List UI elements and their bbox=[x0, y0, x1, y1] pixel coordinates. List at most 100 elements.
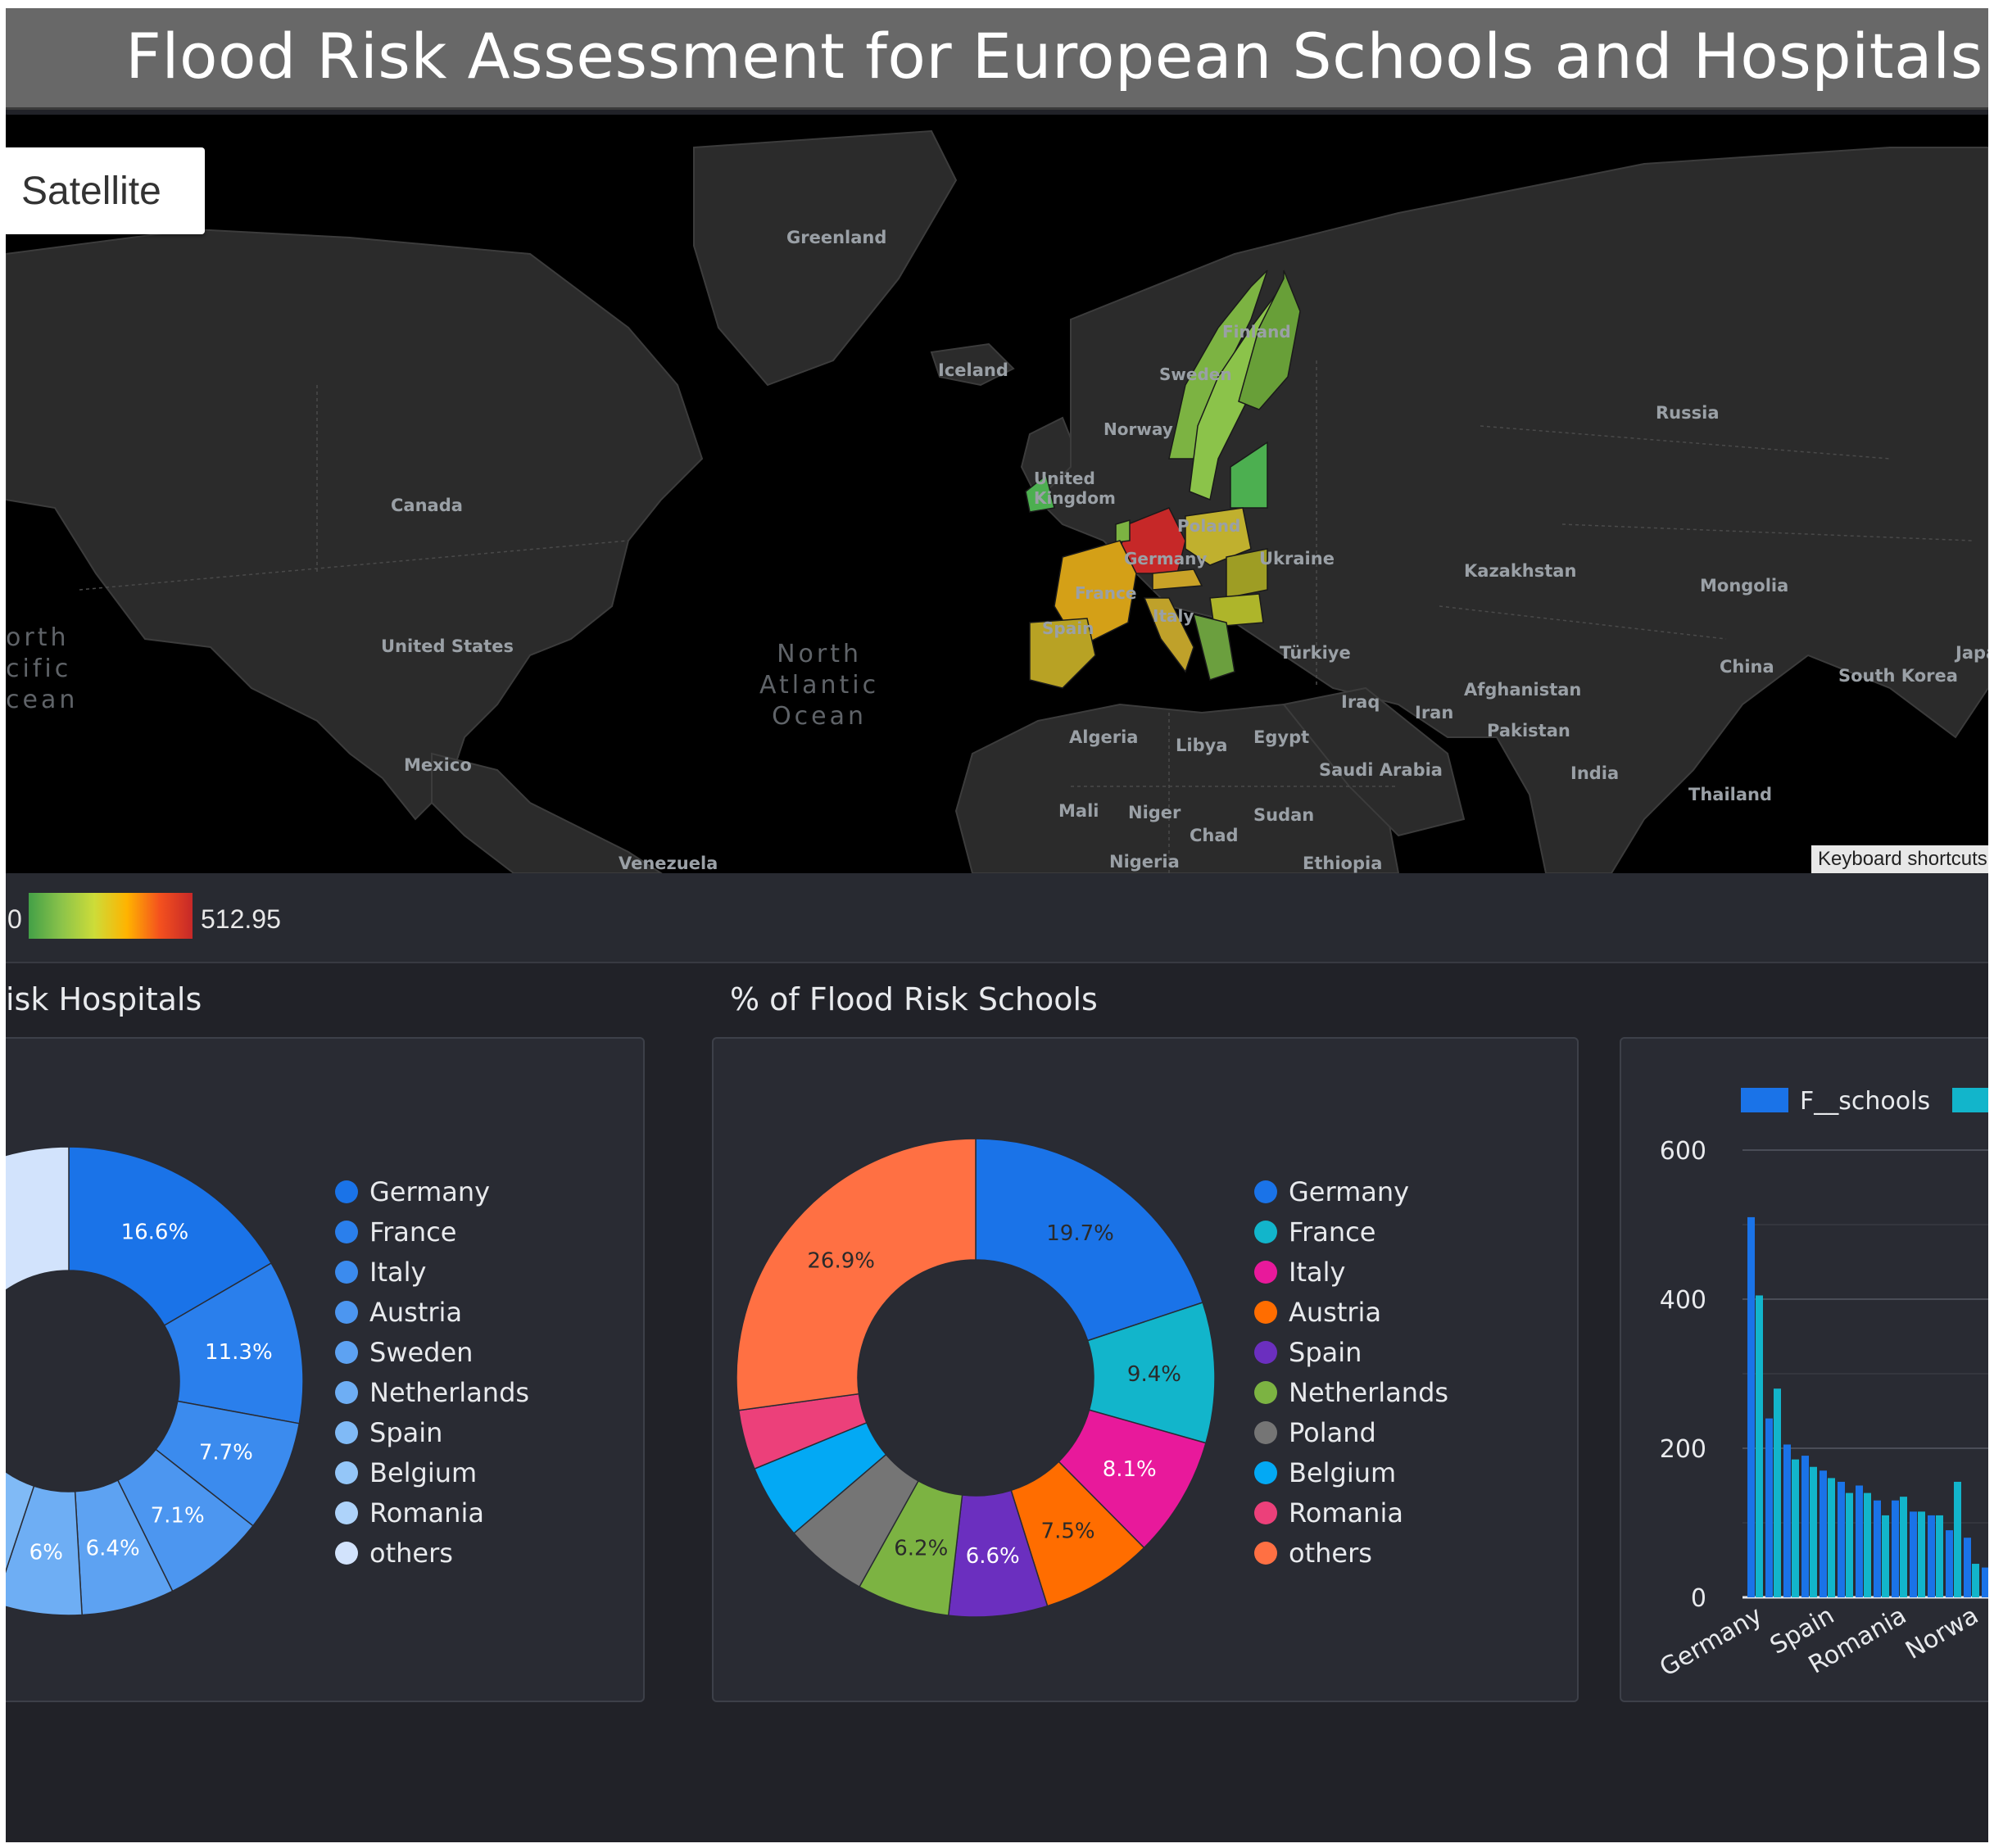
map-label-greenland: Greenland bbox=[786, 228, 887, 247]
hospitals-legend-item[interactable]: Netherlands bbox=[335, 1372, 529, 1412]
hospitals-legend-item[interactable]: Belgium bbox=[335, 1452, 529, 1492]
schools-legend-item[interactable]: Italy bbox=[1254, 1252, 1448, 1292]
legend-label: Romania bbox=[369, 1497, 484, 1529]
hospitals-legend-item[interactable]: Italy bbox=[335, 1252, 529, 1292]
bar-series-2[interactable] bbox=[1900, 1497, 1907, 1597]
color-gradient bbox=[29, 893, 193, 939]
bar-series-2[interactable] bbox=[1774, 1388, 1781, 1597]
legend-label: Germany bbox=[369, 1175, 491, 1207]
bar-F__schools[interactable] bbox=[1982, 1567, 1988, 1597]
bar-series-2[interactable] bbox=[1846, 1492, 1853, 1597]
schools-slice-label: 26.9% bbox=[807, 1249, 875, 1274]
bar-F__schools[interactable] bbox=[1892, 1500, 1899, 1597]
bar-series-2[interactable] bbox=[1756, 1295, 1763, 1597]
map-canvas bbox=[6, 129, 1988, 873]
schools-slice-germany[interactable] bbox=[975, 1138, 1204, 1342]
schools-legend-item[interactable]: others bbox=[1254, 1533, 1448, 1573]
legend-label: Spain bbox=[1289, 1336, 1362, 1368]
map-label-canada: Canada bbox=[391, 496, 463, 515]
dashboard: Flood Risk Assessment for European Schoo… bbox=[6, 8, 1988, 1842]
map-label-kazakhstan: Kazakhstan bbox=[1464, 561, 1577, 581]
schools-legend-item[interactable]: Poland bbox=[1254, 1412, 1448, 1452]
map-label-china: China bbox=[1720, 657, 1774, 677]
bar-series-2[interactable] bbox=[1828, 1478, 1835, 1597]
hospitals-slice-others[interactable] bbox=[6, 1146, 70, 1441]
schools-legend-item[interactable]: Romania bbox=[1254, 1492, 1448, 1533]
schools-slice-others[interactable] bbox=[736, 1138, 977, 1411]
legend-swatch bbox=[335, 1300, 358, 1324]
hospitals-legend-item[interactable]: France bbox=[335, 1212, 529, 1252]
hospitals-legend-item[interactable]: Spain bbox=[335, 1412, 529, 1452]
legend-label: Netherlands bbox=[369, 1376, 530, 1408]
hospitals-legend-item[interactable]: Romania bbox=[335, 1492, 529, 1533]
map-view[interactable]: Greenland Iceland Canada United States M… bbox=[6, 115, 1988, 873]
region-romania bbox=[1209, 593, 1264, 627]
map-label-germany: Germany bbox=[1124, 549, 1208, 568]
map-label-afghanistan: Afghanistan bbox=[1464, 680, 1582, 700]
bar-series-2[interactable] bbox=[1864, 1492, 1871, 1597]
legend-swatch bbox=[335, 1340, 358, 1364]
satellite-button[interactable]: Satellite bbox=[6, 147, 205, 234]
bar-chart-card: 0 200 400 600 Germany Spain Romania Norwa F__sch… bbox=[1620, 1037, 1988, 1702]
legend-label: Italy bbox=[369, 1256, 427, 1288]
hospitals-legend-item[interactable]: Germany bbox=[335, 1171, 529, 1212]
bar-F__schools[interactable] bbox=[1801, 1456, 1809, 1597]
bar-series-2[interactable] bbox=[1954, 1481, 1961, 1597]
bar-F__schools[interactable] bbox=[1838, 1481, 1845, 1597]
schools-legend-item[interactable]: Belgium bbox=[1254, 1452, 1448, 1492]
bar-F__schools[interactable] bbox=[1946, 1530, 1953, 1597]
schools-legend-item[interactable]: Austria bbox=[1254, 1292, 1448, 1332]
hospitals-legend-item[interactable]: others bbox=[335, 1533, 529, 1573]
legend-swatch bbox=[335, 1420, 358, 1444]
keyboard-shortcuts-link[interactable]: Keyboard shortcuts bbox=[1811, 845, 1988, 873]
hospitals-slice-spain[interactable] bbox=[6, 1467, 35, 1604]
legend-swatch bbox=[335, 1220, 358, 1243]
bar-F__schools[interactable] bbox=[1747, 1216, 1755, 1597]
region-balkans bbox=[1192, 613, 1235, 681]
hospitals-slice-france[interactable] bbox=[163, 1261, 304, 1424]
bar-F__schools[interactable] bbox=[1765, 1418, 1773, 1597]
bar-legend-swatch bbox=[1741, 1088, 1788, 1112]
map-label-chad: Chad bbox=[1190, 826, 1239, 845]
legend-swatch bbox=[1254, 1220, 1277, 1243]
schools-chart-card: 19.7% 9.4% 8.1% 7.5% 6.6% 6.2% 26.9% Germany Fr… bbox=[712, 1037, 1579, 1702]
bar-F__schools[interactable] bbox=[1874, 1500, 1881, 1597]
bar-series-2[interactable] bbox=[1882, 1515, 1889, 1597]
schools-panel-title: % of Flood Risk Schools bbox=[730, 981, 1098, 1017]
bar-F__schools[interactable] bbox=[1910, 1511, 1917, 1597]
schools-legend: Germany France Italy Austria Spain Netherland… bbox=[1254, 1171, 1448, 1573]
legend-swatch bbox=[335, 1260, 358, 1284]
schools-legend-item[interactable]: Spain bbox=[1254, 1332, 1448, 1372]
legend-label: Romania bbox=[1289, 1497, 1403, 1529]
hospitals-slice-germany[interactable] bbox=[68, 1146, 273, 1327]
hospitals-slice-netherlands[interactable] bbox=[6, 1485, 83, 1616]
schools-legend-item[interactable]: Germany bbox=[1254, 1171, 1448, 1212]
hospitals-legend-item[interactable]: Austria bbox=[335, 1292, 529, 1332]
schools-slice-label: 6.6% bbox=[966, 1544, 1020, 1569]
schools-legend-item[interactable]: France bbox=[1254, 1212, 1448, 1252]
bar-F__schools[interactable] bbox=[1856, 1485, 1863, 1598]
schools-legend-item[interactable]: Netherlands bbox=[1254, 1372, 1448, 1412]
region-italy bbox=[1143, 597, 1194, 673]
map-label-norway: Norway bbox=[1103, 419, 1173, 439]
bar-F__schools[interactable] bbox=[1928, 1515, 1935, 1597]
map-label-south-korea: South Korea bbox=[1838, 666, 1958, 686]
map-label-saudi-arabia: Saudi Arabia bbox=[1319, 760, 1443, 780]
map-label-north-pacific: orth cific cean bbox=[6, 623, 79, 714]
bar-series-2[interactable] bbox=[1810, 1466, 1817, 1597]
legend-label: others bbox=[369, 1537, 453, 1569]
bar-series-2[interactable] bbox=[1936, 1515, 1943, 1597]
bar-series-2[interactable] bbox=[1972, 1564, 1979, 1597]
bar-legend-label: F__schools bbox=[1800, 1087, 1930, 1116]
bar-F__schools[interactable] bbox=[1783, 1444, 1791, 1597]
bar-series-2[interactable] bbox=[1918, 1511, 1925, 1597]
hospitals-slice-label: 7.1% bbox=[151, 1503, 205, 1528]
bar-series-2[interactable] bbox=[1792, 1459, 1799, 1597]
map-label-ukraine: Ukraine bbox=[1259, 549, 1335, 568]
map-label-iraq: Iraq bbox=[1341, 692, 1380, 712]
map-label-algeria: Algeria bbox=[1069, 727, 1139, 747]
bar-F__schools[interactable] bbox=[1964, 1538, 1971, 1597]
schools-donut-chart: 19.7% 9.4% 8.1% 7.5% 6.6% 6.2% 26.9% bbox=[736, 1138, 1216, 1618]
bar-F__schools[interactable] bbox=[1820, 1470, 1827, 1597]
hospitals-legend-item[interactable]: Sweden bbox=[335, 1332, 529, 1372]
